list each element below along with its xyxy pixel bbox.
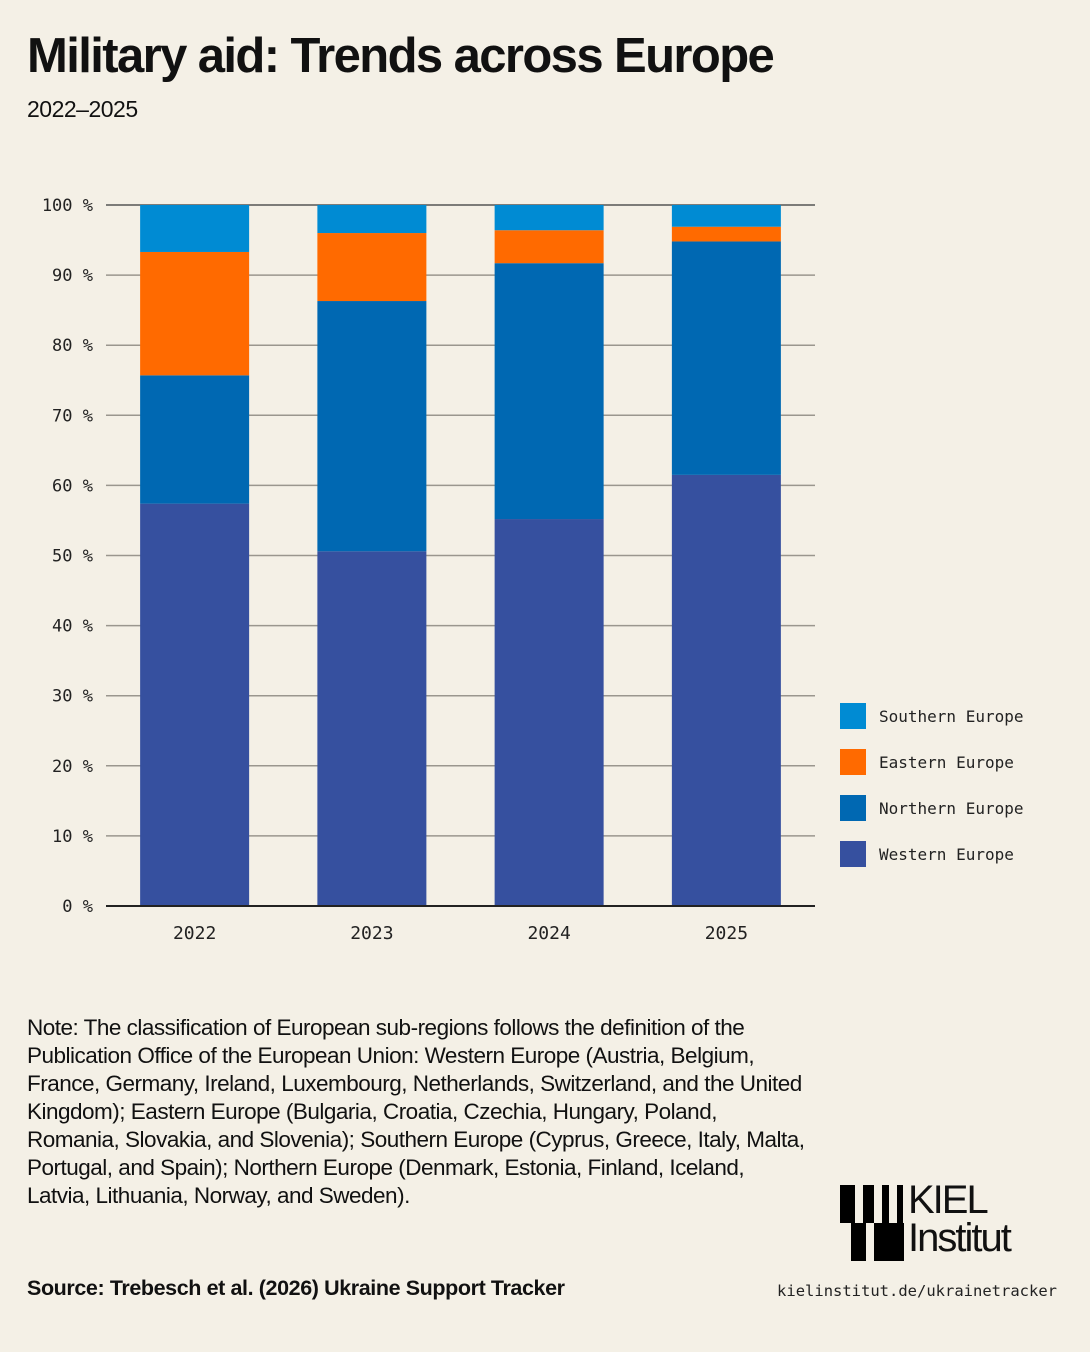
bar-segment-northern-europe bbox=[317, 301, 427, 552]
bar-segment-western-europe bbox=[671, 474, 781, 906]
bar-segment-western-europe bbox=[317, 551, 427, 906]
footnote: Note: The classification of European sub… bbox=[27, 1015, 805, 1208]
stacked-bar-chart: 0 % 10 % 20 % 30 % 40 % 50 % 60 % 70 % 80 % 90 % 1… bbox=[42, 196, 815, 944]
y-tick-label: 70 % bbox=[52, 406, 93, 426]
bar-segment-eastern-europe bbox=[494, 230, 604, 264]
legend: Southern Europe Eastern Europe Northern … bbox=[840, 693, 1024, 877]
legend-item-eastern: Eastern Europe bbox=[840, 739, 1024, 785]
x-tick-label: 2024 bbox=[527, 923, 570, 944]
y-tick-label: 40 % bbox=[52, 617, 93, 637]
bar-stack-2022 bbox=[140, 205, 250, 906]
legend-label: Southern Europe bbox=[879, 706, 1024, 726]
kiel-institut-logo: KIEL Institut bbox=[838, 1180, 1068, 1270]
chart-subtitle: 2022–2025 bbox=[27, 96, 138, 122]
bar-stack-2025 bbox=[671, 205, 781, 906]
kiel-logo-mark-icon bbox=[840, 1185, 904, 1261]
bar-segment-eastern-europe bbox=[317, 233, 427, 302]
legend-swatch-eastern bbox=[840, 749, 866, 775]
bar-segment-southern-europe bbox=[140, 205, 250, 252]
bar-stack-2023 bbox=[317, 205, 427, 906]
x-axis-ticks: 2022 2023 2024 2025 bbox=[173, 923, 748, 944]
bar-segment-northern-europe bbox=[671, 241, 781, 475]
x-tick-label: 2025 bbox=[705, 923, 748, 944]
legend-label: Western Europe bbox=[879, 844, 1014, 864]
legend-swatch-northern bbox=[840, 795, 866, 821]
y-tick-label: 90 % bbox=[52, 266, 93, 286]
logo-line-2: Institut bbox=[908, 1216, 1012, 1260]
bar-segment-western-europe bbox=[494, 519, 604, 906]
logo-line-1: KIEL bbox=[908, 1178, 989, 1222]
legend-swatch-western bbox=[840, 841, 866, 867]
source-url: kielinstitut.de/ukrainetracker bbox=[777, 1282, 1057, 1300]
logo-wordmark: KIEL Institut bbox=[908, 1178, 1012, 1260]
x-tick-label: 2023 bbox=[350, 923, 393, 944]
y-tick-label: 30 % bbox=[52, 687, 93, 707]
bar-segment-eastern-europe bbox=[140, 251, 250, 376]
bar-segment-western-europe bbox=[140, 503, 250, 906]
chart-title: Military aid: Trends across Europe bbox=[27, 29, 775, 83]
y-tick-label: 20 % bbox=[52, 757, 93, 777]
y-tick-label: 80 % bbox=[52, 336, 93, 356]
source-line: Source: Trebesch et al. (2026) Ukraine S… bbox=[27, 1276, 565, 1300]
legend-label: Eastern Europe bbox=[879, 752, 1014, 772]
legend-item-northern: Northern Europe bbox=[840, 785, 1024, 831]
y-tick-label: 60 % bbox=[52, 476, 93, 496]
bar-segment-eastern-europe bbox=[671, 226, 781, 242]
bar-segment-northern-europe bbox=[494, 263, 604, 520]
legend-label: Northern Europe bbox=[879, 798, 1024, 818]
bar-segment-southern-europe bbox=[671, 205, 781, 227]
legend-item-western: Western Europe bbox=[840, 831, 1024, 877]
y-tick-label: 10 % bbox=[52, 827, 93, 847]
x-tick-label: 2022 bbox=[173, 923, 216, 944]
y-tick-label: 50 % bbox=[52, 547, 93, 567]
bar-segment-northern-europe bbox=[140, 375, 250, 504]
y-tick-label: 0 % bbox=[62, 897, 93, 917]
bar-stack-2024 bbox=[494, 205, 604, 906]
bars bbox=[140, 205, 781, 906]
legend-item-southern: Southern Europe bbox=[840, 693, 1024, 739]
bar-segment-southern-europe bbox=[494, 205, 604, 231]
bar-segment-southern-europe bbox=[317, 205, 427, 234]
legend-swatch-southern bbox=[840, 703, 866, 729]
y-axis-ticks: 0 % 10 % 20 % 30 % 40 % 50 % 60 % 70 % 80 % 90 % 1… bbox=[42, 196, 93, 917]
y-tick-label: 100 % bbox=[42, 196, 93, 216]
